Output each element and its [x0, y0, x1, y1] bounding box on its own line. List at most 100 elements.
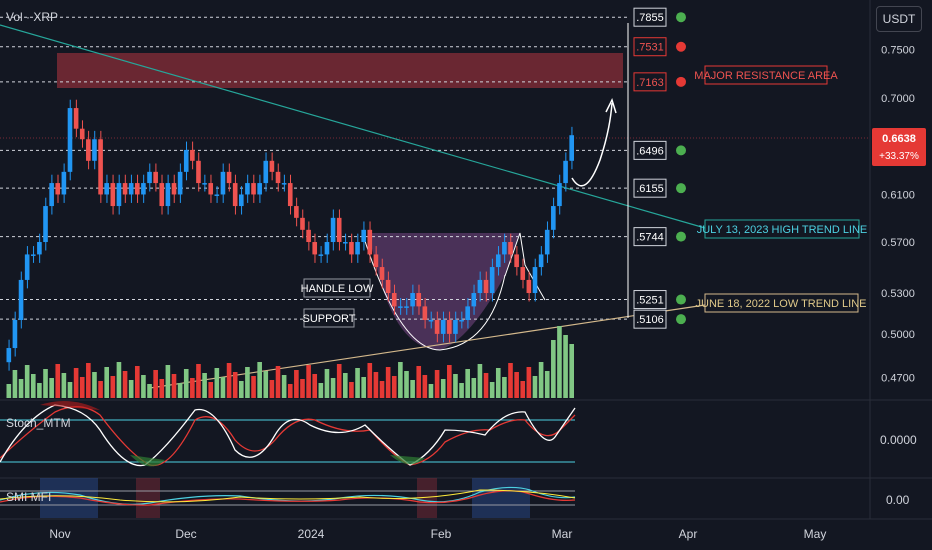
candle-body [324, 242, 330, 255]
x-axis: Nov Dec 2024 Feb Mar Apr May [49, 527, 826, 541]
volume-bar [483, 373, 489, 398]
x-tick-label: 2024 [298, 527, 325, 541]
volume-bar [269, 380, 275, 398]
annotation-support-text: SUPPORT [303, 313, 356, 325]
volume-bar [159, 379, 165, 398]
candle-body [538, 254, 544, 268]
annotation-high-trend: JULY 13, 2023 HIGH TREND LINE [697, 219, 867, 239]
candle-body [489, 267, 495, 294]
candle-body [416, 293, 422, 307]
smi-pane-label: SMI MFI [6, 490, 52, 504]
level-dot [676, 12, 686, 23]
candle-body [43, 206, 48, 243]
level-box: .5106 [633, 309, 686, 329]
candle-body [520, 267, 526, 280]
candle-body [214, 194, 220, 196]
y-tick-label: 0.7000 [881, 93, 915, 105]
volume-bar [55, 364, 61, 398]
y-tick-label: 0.7500 [881, 45, 915, 57]
candle-body [79, 128, 85, 140]
volume-bar [92, 372, 97, 398]
volume-bar [257, 362, 262, 398]
volume-bar [190, 378, 195, 398]
x-tick-label: Feb [431, 527, 452, 541]
candle-body [61, 171, 67, 195]
candle-body [153, 171, 158, 184]
candle-body [6, 348, 12, 363]
level-dot [676, 41, 686, 52]
level-dot [676, 231, 686, 242]
level-box: .6155 [633, 178, 686, 198]
level-box-label: .5251 [636, 295, 664, 307]
volume-bar [165, 365, 171, 398]
currency-button[interactable]: USDT [876, 6, 922, 32]
x-tick-label: Nov [49, 527, 70, 541]
candle-body [92, 139, 97, 161]
projection-arrow [571, 102, 613, 187]
candle-body [269, 160, 275, 172]
annotation-support: SUPPORT [303, 308, 356, 328]
candle-body [447, 319, 452, 334]
candle-body [190, 149, 195, 161]
volume-bar [24, 365, 30, 398]
volume-bar [141, 375, 146, 398]
x-tick-label: May [804, 527, 827, 541]
volume-bar [324, 369, 330, 398]
volume-bar [116, 362, 122, 398]
volume-bar [563, 335, 568, 398]
volume-bar [43, 369, 48, 398]
volume-bar [232, 372, 238, 398]
volume-bar [220, 377, 226, 398]
volume-bar [355, 368, 360, 398]
candle-body [495, 254, 501, 268]
candle-body [440, 319, 446, 334]
candle-body [318, 254, 324, 256]
volume-bar [287, 384, 293, 398]
volume-bar [489, 382, 495, 398]
level-dot [676, 314, 686, 325]
volume-bar [349, 382, 354, 398]
volume-bar [134, 366, 140, 398]
volume-bar [422, 375, 428, 398]
volume-bar [275, 366, 281, 398]
x-tick-label: Apr [679, 527, 698, 541]
volume-bar [37, 383, 42, 398]
volume-bar [447, 365, 452, 398]
candle-body [349, 242, 354, 255]
level-box-label: .7531 [636, 42, 664, 54]
candle-body [514, 254, 519, 268]
stoch-pane-label: Stoch_MTM [6, 416, 71, 430]
volume-bar [171, 374, 177, 398]
candle-body [238, 194, 244, 207]
volume-bar [6, 384, 12, 398]
candle-body [532, 267, 538, 294]
candle-body [141, 183, 146, 195]
volume-bar [61, 373, 67, 398]
stoch-tick: 0.0000 [880, 433, 917, 447]
volume-bar [551, 340, 556, 398]
resistance-zone [57, 53, 623, 88]
volume-bar [263, 371, 269, 398]
y-axis: 0.7500 0.7000 0.6100 0.5700 0.5300 0.5000 0.47… [881, 45, 915, 385]
annotation-resistance: MAJOR RESISTANCE AREA [694, 65, 838, 85]
candle-body [12, 319, 18, 349]
level-box: .7855 [633, 7, 686, 27]
volume-bar [526, 367, 532, 398]
candle-body [226, 171, 232, 184]
volume-bar [49, 378, 54, 398]
candle-body [300, 217, 305, 230]
candle-body [563, 160, 568, 184]
candle-body [122, 183, 128, 195]
candle-body [287, 183, 293, 207]
level-box: .5251 [633, 290, 686, 310]
volume-bar [343, 373, 348, 398]
volume-bar [502, 377, 507, 398]
candle-body [465, 306, 470, 320]
candle-body [110, 183, 116, 207]
candle-body [502, 242, 507, 255]
candle-body [251, 183, 256, 195]
symbol-label: Vol · XRP [6, 10, 59, 24]
level-dot [676, 76, 686, 87]
candle-body [165, 183, 171, 207]
volume-bar [404, 371, 409, 398]
